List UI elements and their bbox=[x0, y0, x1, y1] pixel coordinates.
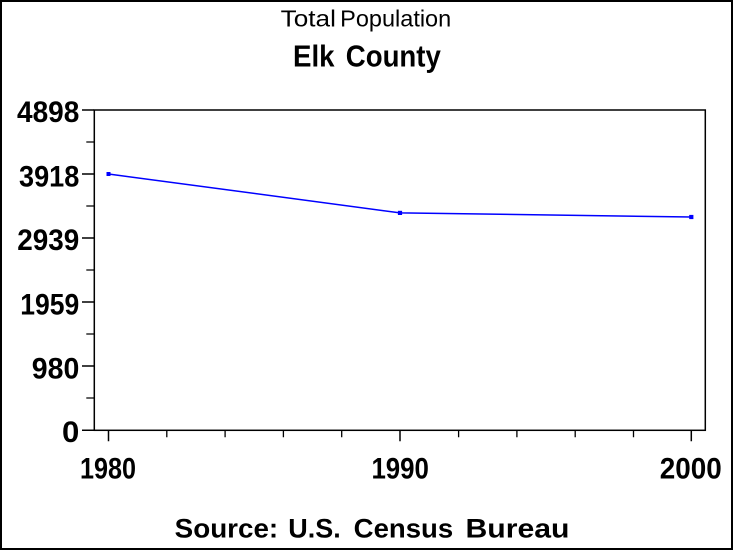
svg-text:Total: Total bbox=[281, 6, 336, 32]
svg-text:Bureau: Bureau bbox=[466, 512, 570, 543]
svg-text:2939: 2939 bbox=[17, 224, 79, 257]
svg-text:Source:: Source: bbox=[175, 512, 279, 543]
svg-text:Census: Census bbox=[354, 512, 454, 543]
svg-text:3918: 3918 bbox=[19, 160, 79, 193]
svg-text:Population: Population bbox=[340, 6, 451, 32]
svg-text:4898: 4898 bbox=[17, 96, 79, 129]
svg-text:County: County bbox=[346, 41, 441, 74]
svg-text:U.S.: U.S. bbox=[288, 512, 340, 543]
svg-text:2000: 2000 bbox=[660, 452, 722, 485]
svg-text:1990: 1990 bbox=[371, 452, 429, 485]
svg-text:0: 0 bbox=[62, 416, 79, 449]
svg-text:980: 980 bbox=[32, 352, 80, 385]
svg-text:1980: 1980 bbox=[80, 452, 136, 485]
svg-text:Elk: Elk bbox=[293, 41, 335, 74]
svg-text:1959: 1959 bbox=[20, 288, 79, 321]
